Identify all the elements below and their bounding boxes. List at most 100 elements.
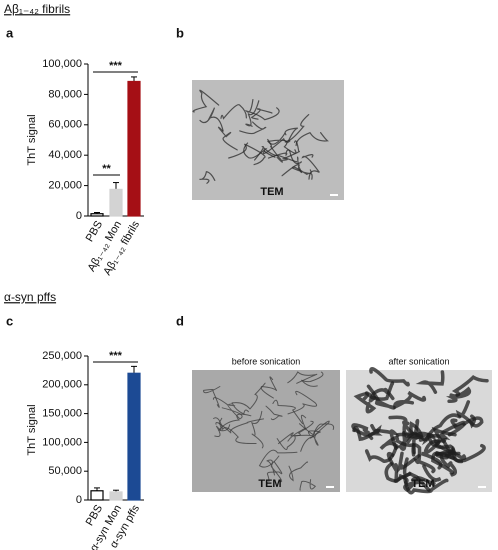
fibril bbox=[217, 126, 238, 151]
fibril bbox=[266, 460, 283, 482]
fibril bbox=[281, 140, 300, 161]
fibril bbox=[301, 154, 320, 180]
fibril bbox=[281, 156, 303, 177]
image-heading: before sonication bbox=[232, 356, 301, 366]
fibril bbox=[299, 420, 330, 438]
image-caption: TEM bbox=[258, 478, 281, 490]
fibril bbox=[284, 127, 299, 144]
fibril bbox=[300, 423, 335, 452]
image-heading: after sonication bbox=[388, 356, 449, 366]
fibril bbox=[218, 413, 252, 432]
scale-bar bbox=[326, 486, 334, 488]
fibril bbox=[431, 451, 461, 475]
fibril bbox=[265, 405, 283, 421]
fibril bbox=[352, 423, 382, 442]
fibril bbox=[379, 436, 415, 450]
y-tick-label: 80,000 bbox=[48, 88, 82, 100]
section-title: α-syn pffs bbox=[4, 290, 56, 304]
fibril bbox=[415, 370, 445, 394]
fibril bbox=[416, 464, 442, 487]
fibril bbox=[439, 453, 457, 477]
fibril bbox=[295, 131, 329, 147]
fibril bbox=[243, 142, 276, 159]
y-tick-label: 0 bbox=[76, 210, 82, 222]
y-tick-label: 60,000 bbox=[48, 119, 82, 131]
scale-bar bbox=[478, 486, 486, 488]
bar bbox=[109, 491, 123, 501]
fibril bbox=[447, 418, 467, 437]
fibril bbox=[199, 171, 216, 184]
fibril bbox=[287, 414, 307, 442]
y-tick-label: 250,000 bbox=[42, 350, 82, 362]
fibril bbox=[420, 439, 443, 470]
fibril bbox=[393, 390, 427, 410]
fibril bbox=[244, 99, 280, 121]
y-tick-label: 100,000 bbox=[42, 436, 82, 448]
y-tick-label: 100,000 bbox=[42, 58, 82, 70]
fibril bbox=[441, 416, 484, 434]
fibril bbox=[403, 476, 420, 493]
fibril bbox=[203, 386, 221, 408]
fibril bbox=[266, 132, 297, 154]
panel-label: a bbox=[6, 25, 14, 40]
fibril bbox=[228, 143, 266, 166]
micrograph: TEM bbox=[192, 370, 340, 492]
fibril bbox=[228, 403, 249, 415]
panel-label: b bbox=[176, 25, 184, 40]
fibril bbox=[418, 413, 462, 446]
micrograph: TEM bbox=[192, 80, 344, 200]
fibril bbox=[301, 371, 324, 387]
fibril bbox=[307, 430, 321, 446]
y-tick-label: 40,000 bbox=[48, 149, 82, 161]
fibril bbox=[272, 399, 304, 425]
bar bbox=[127, 372, 141, 501]
fibril bbox=[251, 108, 273, 120]
fibril bbox=[299, 479, 317, 491]
bar bbox=[90, 213, 104, 217]
fibril bbox=[267, 149, 302, 165]
fibril bbox=[276, 434, 314, 450]
bar bbox=[109, 188, 123, 217]
fibril bbox=[455, 400, 477, 429]
fibril bbox=[287, 371, 318, 384]
bar bbox=[90, 490, 104, 501]
significance-label: ** bbox=[102, 163, 111, 175]
section-title: Aβ₁₋₄₂ fibrils bbox=[4, 2, 70, 16]
fibril bbox=[402, 457, 431, 492]
fibril bbox=[369, 367, 410, 387]
fibril bbox=[351, 423, 370, 437]
fibril bbox=[251, 410, 264, 449]
fibril bbox=[402, 475, 449, 495]
fibril bbox=[292, 166, 313, 180]
y-tick-label: 150,000 bbox=[42, 408, 82, 420]
image-caption: TEM bbox=[260, 186, 283, 198]
fibril bbox=[288, 461, 308, 482]
fibril bbox=[199, 107, 224, 132]
fibril bbox=[213, 417, 257, 445]
y-tick-label: 20,000 bbox=[48, 180, 82, 192]
panel-label: c bbox=[6, 313, 13, 328]
micrograph: TEM bbox=[346, 367, 492, 495]
image-caption: TEM bbox=[411, 478, 434, 490]
fibril bbox=[445, 386, 472, 403]
y-axis-label: ThT signal bbox=[26, 114, 38, 165]
fibril bbox=[192, 89, 220, 113]
significance-label: *** bbox=[109, 350, 123, 362]
fibril bbox=[412, 431, 437, 455]
y-tick-label: 50,000 bbox=[48, 465, 82, 477]
fibril bbox=[260, 376, 278, 399]
y-tick-label: 0 bbox=[76, 494, 82, 506]
fibril bbox=[220, 104, 248, 120]
scale-bar bbox=[330, 194, 338, 196]
fibril bbox=[239, 121, 267, 135]
fibril bbox=[258, 449, 298, 468]
significance-label: *** bbox=[109, 60, 123, 72]
y-tick-label: 200,000 bbox=[42, 379, 82, 391]
fibril bbox=[368, 387, 395, 403]
panel-label: d bbox=[176, 313, 184, 328]
fibril bbox=[364, 381, 395, 401]
y-axis-label: ThT signal bbox=[26, 404, 38, 455]
fibril bbox=[267, 138, 283, 163]
fibril bbox=[386, 451, 412, 483]
